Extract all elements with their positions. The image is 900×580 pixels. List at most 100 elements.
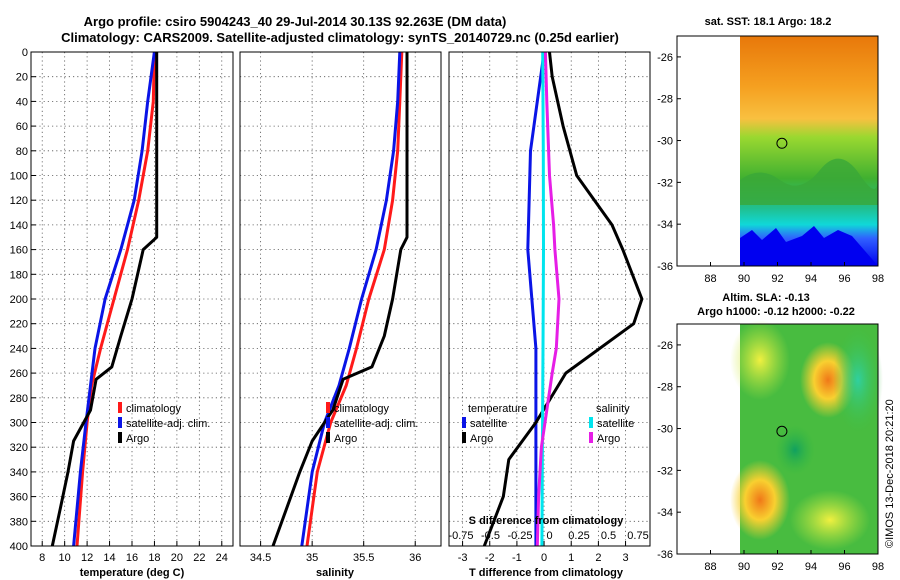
map-x-tick-label: 92 — [771, 561, 783, 573]
sla-map-title-1: Altim. SLA: -0.13 — [722, 292, 809, 304]
map-x-tick-label: 94 — [805, 561, 817, 573]
series-satellite-adj-clim- — [300, 51, 402, 547]
legend-swatch-satellite — [326, 417, 330, 428]
y-tick-label: 300 — [10, 418, 28, 430]
sst-map-panel: sat. SST: 18.1 Argo: 18.2 88 90 92 94 96 98 -… — [657, 16, 884, 285]
map-x-tick-label: 92 — [771, 273, 783, 285]
map-x-tick-label: 96 — [838, 561, 850, 573]
map-x-tick-label: 88 — [704, 561, 716, 573]
legend-label-argo: Argo — [334, 433, 357, 445]
top-x-tick-label: 0.5 — [601, 530, 616, 542]
map-y-tick-label: -32 — [657, 177, 673, 189]
map-y-tick-label: -26 — [657, 340, 673, 352]
x-tick-label: 3 — [622, 552, 628, 564]
map-x-tick-label: 90 — [738, 273, 750, 285]
map-y-tick-label: -32 — [657, 465, 673, 477]
legend-label-t-satellite: satellite — [470, 418, 507, 430]
map-y-tick-label: -36 — [657, 261, 673, 273]
x-tick-label: 34.5 — [250, 552, 271, 564]
x-tick-label: 14 — [103, 552, 115, 564]
legend-swatch-t-argo — [462, 432, 466, 443]
y-tick-label: 400 — [10, 541, 28, 553]
map-y-tick-label: -34 — [657, 507, 673, 519]
top-x-tick-label: 0.75 — [627, 530, 648, 542]
y-tick-label: 140 — [10, 220, 28, 232]
top-x-tick-label: -0.5 — [481, 530, 500, 542]
map-y-tick-label: -30 — [657, 136, 673, 148]
difference-legend: temperature satellite Argo salinity sate… — [462, 403, 634, 445]
y-tick-label: 200 — [10, 294, 28, 306]
sla-map-title-2: Argo h1000: -0.12 h2000: -0.22 — [697, 306, 855, 318]
series-t-satellite — [526, 51, 546, 546]
series-t-argo — [482, 51, 644, 547]
difference-panel: -3 -2 -1 0 1 2 3 -0.75 -0.5 -0.25 0 0.25 0.5 0.75 S … — [448, 51, 651, 579]
sla-yellow-patch — [730, 320, 790, 400]
x-tick-label: -3 — [458, 552, 468, 564]
difference-xlabel: T difference from climatology — [469, 567, 624, 579]
y-tick-label: 160 — [10, 245, 28, 257]
y-tick-label: 320 — [10, 442, 28, 454]
legend-label-climatology: climatology — [334, 403, 390, 415]
series-s-argo — [535, 51, 561, 547]
x-tick-label: 12 — [81, 552, 93, 564]
legend-label-climatology: climatology — [126, 403, 182, 415]
temperature-panel: 0 20 40 60 80 100 120 140 160 180 200 220 240 260 280 3… — [10, 47, 234, 579]
top-x-tick-label: -0.75 — [448, 530, 473, 542]
y-tick-label: 380 — [10, 516, 28, 528]
legend-label-s-argo: Argo — [597, 433, 620, 445]
credit-stamp: ©IMOS 13-Dec-2018 20:21:20 — [884, 399, 896, 548]
map-x-tick-label: 94 — [805, 273, 817, 285]
sst-field-patch — [740, 158, 879, 205]
y-tick-label: 60 — [16, 121, 28, 133]
title-line-1: Argo profile: csiro 5904243_40 29-Jul-20… — [84, 14, 507, 29]
sst-map-title: sat. SST: 18.1 Argo: 18.2 — [705, 16, 832, 28]
x-tick-label: 1 — [568, 552, 574, 564]
legend-label-satellite: satellite-adj. clim. — [126, 418, 210, 430]
temperature-xlabel: temperature (deg C) — [80, 567, 185, 579]
map-x-tick-label: 98 — [872, 273, 884, 285]
y-tick-label: 240 — [10, 343, 28, 355]
x-tick-label: 35 — [306, 552, 318, 564]
y-tick-label: 20 — [16, 72, 28, 84]
legend-title-temperature: temperature — [468, 403, 527, 415]
sla-yellow-patch-2 — [790, 490, 870, 550]
map-y-tick-label: -36 — [657, 549, 673, 561]
legend-title-salinity: salinity — [596, 403, 630, 415]
y-tick-label: 40 — [16, 96, 28, 108]
x-tick-label: 20 — [171, 552, 183, 564]
legend-swatch-satellite — [118, 417, 122, 428]
y-tick-label: 220 — [10, 319, 28, 331]
map-x-tick-label: 90 — [738, 561, 750, 573]
y-tick-label: 260 — [10, 368, 28, 380]
sla-cool-eddy — [775, 425, 815, 475]
x-tick-label: -2 — [485, 552, 495, 564]
series-argo — [271, 52, 409, 547]
argo-location-marker — [776, 137, 788, 149]
legend-swatch-argo — [118, 432, 122, 443]
salinity-panel: 34.5 35 35.5 36 salinity climatology satell… — [239, 51, 442, 579]
x-tick-label: 16 — [126, 552, 138, 564]
x-tick-label: 8 — [39, 552, 45, 564]
legend-swatch-argo — [326, 432, 330, 443]
map-x-tick-label: 98 — [872, 561, 884, 573]
x-tick-label: 36 — [409, 552, 421, 564]
x-tick-label: 2 — [595, 552, 601, 564]
sla-warm-eddy-2 — [730, 460, 790, 540]
title-line-2: Climatology: CARS2009. Satellite-adjuste… — [61, 30, 619, 45]
argo-location-marker — [776, 425, 788, 437]
y-tick-label: 360 — [10, 492, 28, 504]
top-x-tick-label: -0.25 — [507, 530, 532, 542]
temperature-legend: climatology satellite-adj. clim. Argo — [118, 402, 210, 445]
x-tick-label: -1 — [512, 552, 522, 564]
y-tick-label: 180 — [10, 269, 28, 281]
series-satellite-adj-clim- — [72, 51, 156, 547]
legend-swatch-t-satellite — [462, 417, 466, 428]
salinity-frame — [239, 51, 442, 547]
x-tick-label: 35.5 — [353, 552, 374, 564]
sla-map-panel: Altim. SLA: -0.13 Argo h1000: -0.12 h200… — [657, 292, 884, 573]
top-x-tick-label: 0 — [546, 530, 552, 542]
map-y-tick-label: -28 — [657, 94, 673, 106]
map-y-tick-label: -34 — [657, 219, 673, 231]
map-y-tick-label: -30 — [657, 424, 673, 436]
